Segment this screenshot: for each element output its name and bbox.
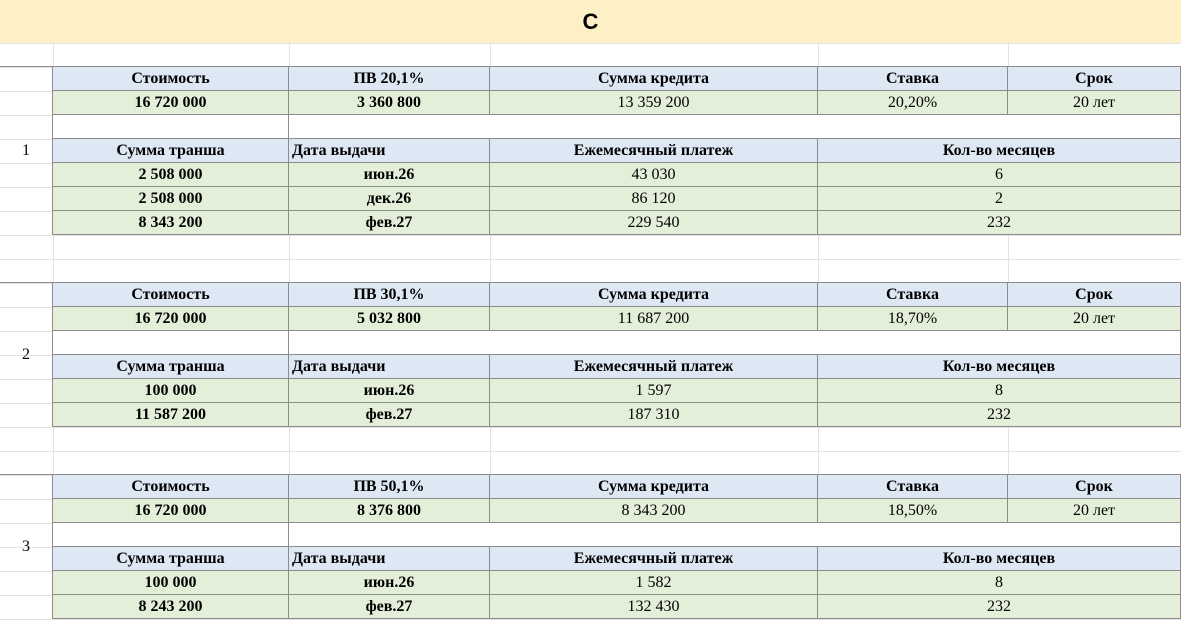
months-count[interactable]: 8	[818, 571, 1181, 595]
cost-header[interactable]: Стоимость	[53, 475, 289, 499]
monthly-payment[interactable]: 187 310	[490, 403, 818, 427]
issue-date-header[interactable]: Дата выдачи	[289, 547, 490, 571]
sheet-title: С	[0, 0, 1181, 44]
down-payment-header[interactable]: ПВ 50,1%	[289, 475, 490, 499]
issue-date[interactable]: дек.26	[289, 187, 490, 211]
block-frame	[0, 282, 1181, 427]
gridline	[0, 451, 1181, 452]
tranche-amount[interactable]: 100 000	[53, 571, 289, 595]
tranche-amount-header[interactable]: Сумма транша	[53, 547, 289, 571]
issue-date[interactable]: фев.27	[289, 595, 490, 619]
months-count[interactable]: 232	[818, 211, 1181, 235]
down-payment-value[interactable]: 8 376 800	[289, 499, 490, 523]
empty-cell[interactable]	[53, 331, 289, 355]
months-count[interactable]: 232	[818, 595, 1181, 619]
rate-header[interactable]: Ставка	[818, 283, 1008, 307]
down-payment-value[interactable]: 5 032 800	[289, 307, 490, 331]
tranche-amount[interactable]: 2 508 000	[53, 163, 289, 187]
cost-header[interactable]: Стоимость	[53, 67, 289, 91]
rate-value[interactable]: 20,20%	[818, 91, 1008, 115]
monthly-payment-header[interactable]: Ежемесячный платеж	[490, 139, 818, 163]
monthly-payment[interactable]: 229 540	[490, 211, 818, 235]
loan-amount-value[interactable]: 11 687 200	[490, 307, 818, 331]
tranche-amount-header[interactable]: Сумма транша	[53, 139, 289, 163]
issue-date[interactable]: июн.26	[289, 379, 490, 403]
issue-date[interactable]: июн.26	[289, 571, 490, 595]
loan-amount-header[interactable]: Сумма кредита	[490, 283, 818, 307]
issue-date-header[interactable]: Дата выдачи	[289, 355, 490, 379]
tranche-amount[interactable]: 8 343 200	[53, 211, 289, 235]
empty-cell[interactable]	[53, 523, 289, 547]
loan-amount-header[interactable]: Сумма кредита	[490, 67, 818, 91]
term-header[interactable]: Срок	[1008, 67, 1181, 91]
rate-header[interactable]: Ставка	[818, 67, 1008, 91]
term-value[interactable]: 20 лет	[1008, 499, 1181, 523]
gridline	[0, 259, 1181, 260]
variant-number: 3	[0, 475, 53, 619]
tranche-amount[interactable]: 100 000	[53, 379, 289, 403]
months-count[interactable]: 6	[818, 163, 1181, 187]
loan-amount-value[interactable]: 8 343 200	[490, 499, 818, 523]
monthly-payment[interactable]: 132 430	[490, 595, 818, 619]
empty-cell[interactable]	[289, 331, 1181, 355]
cost-header[interactable]: Стоимость	[53, 283, 289, 307]
monthly-payment-header[interactable]: Ежемесячный платеж	[490, 547, 818, 571]
rate-header[interactable]: Ставка	[818, 475, 1008, 499]
down-payment-header[interactable]: ПВ 30,1%	[289, 283, 490, 307]
empty-cell[interactable]	[289, 115, 1181, 139]
gridline	[0, 235, 1181, 236]
term-header[interactable]: Срок	[1008, 475, 1181, 499]
variant-number: 1	[0, 67, 53, 235]
loan-amount-header[interactable]: Сумма кредита	[490, 475, 818, 499]
tranche-amount[interactable]: 8 243 200	[53, 595, 289, 619]
monthly-payment[interactable]: 86 120	[490, 187, 818, 211]
monthly-payment[interactable]: 43 030	[490, 163, 818, 187]
rate-value[interactable]: 18,50%	[818, 499, 1008, 523]
tranche-amount[interactable]: 11 587 200	[53, 403, 289, 427]
issue-date[interactable]: фев.27	[289, 211, 490, 235]
months-count-header[interactable]: Кол-во месяцев	[818, 139, 1181, 163]
tranche-amount[interactable]: 2 508 000	[53, 187, 289, 211]
months-count-header[interactable]: Кол-во месяцев	[818, 547, 1181, 571]
rate-value[interactable]: 18,70%	[818, 307, 1008, 331]
empty-cell[interactable]	[53, 115, 289, 139]
term-value[interactable]: 20 лет	[1008, 307, 1181, 331]
term-value[interactable]: 20 лет	[1008, 91, 1181, 115]
down-payment-header[interactable]: ПВ 20,1%	[289, 67, 490, 91]
months-count[interactable]: 8	[818, 379, 1181, 403]
tranche-amount-header[interactable]: Сумма транша	[53, 355, 289, 379]
cost-value[interactable]: 16 720 000	[53, 91, 289, 115]
months-count[interactable]: 232	[818, 403, 1181, 427]
cost-value[interactable]: 16 720 000	[53, 499, 289, 523]
issue-date-header[interactable]: Дата выдачи	[289, 139, 490, 163]
monthly-payment[interactable]: 1 597	[490, 379, 818, 403]
months-count-header[interactable]: Кол-во месяцев	[818, 355, 1181, 379]
gridline	[0, 43, 1181, 44]
cost-value[interactable]: 16 720 000	[53, 307, 289, 331]
issue-date[interactable]: фев.27	[289, 403, 490, 427]
block-frame	[0, 474, 1181, 619]
loan-amount-value[interactable]: 13 359 200	[490, 91, 818, 115]
months-count[interactable]: 2	[818, 187, 1181, 211]
down-payment-value[interactable]: 3 360 800	[289, 91, 490, 115]
block-frame	[0, 66, 1181, 235]
term-header[interactable]: Срок	[1008, 283, 1181, 307]
empty-cell[interactable]	[289, 523, 1181, 547]
gridline	[0, 427, 1181, 428]
monthly-payment[interactable]: 1 582	[490, 571, 818, 595]
variant-number: 2	[0, 283, 53, 427]
monthly-payment-header[interactable]: Ежемесячный платеж	[490, 355, 818, 379]
issue-date[interactable]: июн.26	[289, 163, 490, 187]
